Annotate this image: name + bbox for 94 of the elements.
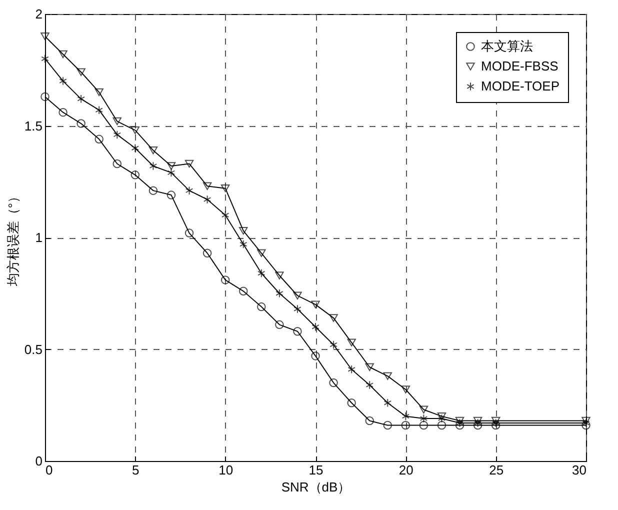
point <box>401 386 410 394</box>
point <box>166 190 176 200</box>
point <box>329 378 338 388</box>
point <box>41 54 49 64</box>
point <box>419 406 428 414</box>
point <box>455 420 464 430</box>
point <box>275 272 284 280</box>
legend-label: MODE-FBSS <box>481 58 559 74</box>
point <box>221 210 230 220</box>
x-tick-label: 20 <box>398 462 414 478</box>
point <box>40 32 50 40</box>
point <box>130 126 140 134</box>
x-tick-label: 10 <box>218 462 234 478</box>
point <box>202 182 212 190</box>
point <box>474 418 482 428</box>
point <box>59 76 67 86</box>
point <box>257 302 266 312</box>
point <box>455 416 464 425</box>
point <box>220 276 230 284</box>
point <box>294 304 302 314</box>
point <box>113 130 121 140</box>
point <box>437 412 446 420</box>
point <box>148 146 158 154</box>
point <box>185 186 194 195</box>
point <box>276 289 284 298</box>
point <box>94 88 104 96</box>
point <box>437 420 446 430</box>
point <box>112 159 122 168</box>
point <box>492 418 500 428</box>
point <box>347 338 356 346</box>
point <box>473 416 482 425</box>
point <box>58 50 68 58</box>
legend-label: 本文算法 <box>481 38 533 54</box>
point <box>402 412 410 421</box>
point <box>347 398 356 408</box>
point <box>58 108 68 117</box>
point <box>420 414 428 423</box>
point <box>293 327 302 336</box>
point <box>491 416 500 425</box>
point <box>240 240 248 249</box>
y-tick-label: 1.5 <box>24 118 42 134</box>
point <box>491 420 500 430</box>
point <box>456 418 464 428</box>
point <box>131 144 140 152</box>
x-tick-label: 25 <box>489 462 504 478</box>
point <box>166 162 176 170</box>
point <box>238 226 248 235</box>
y-tick-label: 2 <box>35 6 42 22</box>
point <box>184 160 194 168</box>
point <box>112 117 122 126</box>
point <box>384 398 392 408</box>
point <box>330 340 338 350</box>
x-tick-label: 15 <box>308 462 324 478</box>
point <box>148 186 158 195</box>
point <box>95 106 103 114</box>
point <box>77 94 85 104</box>
point <box>167 168 176 178</box>
x-tick-label: 30 <box>572 462 586 478</box>
point <box>365 416 374 426</box>
point <box>419 420 428 430</box>
point <box>76 119 86 128</box>
point <box>130 170 140 180</box>
y-axis-title: 均方根误差（°） <box>5 190 20 288</box>
y-tick-label: 1 <box>35 230 42 245</box>
point <box>311 352 320 360</box>
point <box>348 364 356 374</box>
x-axis-title: SNR（dB） <box>281 480 351 494</box>
legend-label: MODE-TOEP <box>481 78 560 94</box>
point <box>238 286 248 296</box>
point <box>401 420 410 430</box>
point <box>40 92 50 102</box>
point <box>293 292 302 300</box>
point <box>94 134 104 144</box>
point <box>257 249 266 257</box>
point <box>438 414 446 423</box>
point <box>149 162 158 170</box>
point <box>366 380 374 390</box>
point <box>76 68 86 76</box>
point <box>220 184 230 192</box>
point <box>383 420 392 430</box>
point <box>258 268 266 278</box>
point <box>312 322 320 332</box>
point <box>383 372 392 380</box>
y-tick-label: 0.5 <box>24 342 42 357</box>
point <box>275 320 284 330</box>
point <box>184 228 194 238</box>
point <box>473 420 482 430</box>
point <box>202 248 212 258</box>
x-tick-label: 0 <box>46 462 53 478</box>
point <box>329 314 338 322</box>
point <box>203 195 212 204</box>
x-tick-label: 5 <box>132 462 140 478</box>
point <box>365 363 374 371</box>
point <box>311 300 320 308</box>
